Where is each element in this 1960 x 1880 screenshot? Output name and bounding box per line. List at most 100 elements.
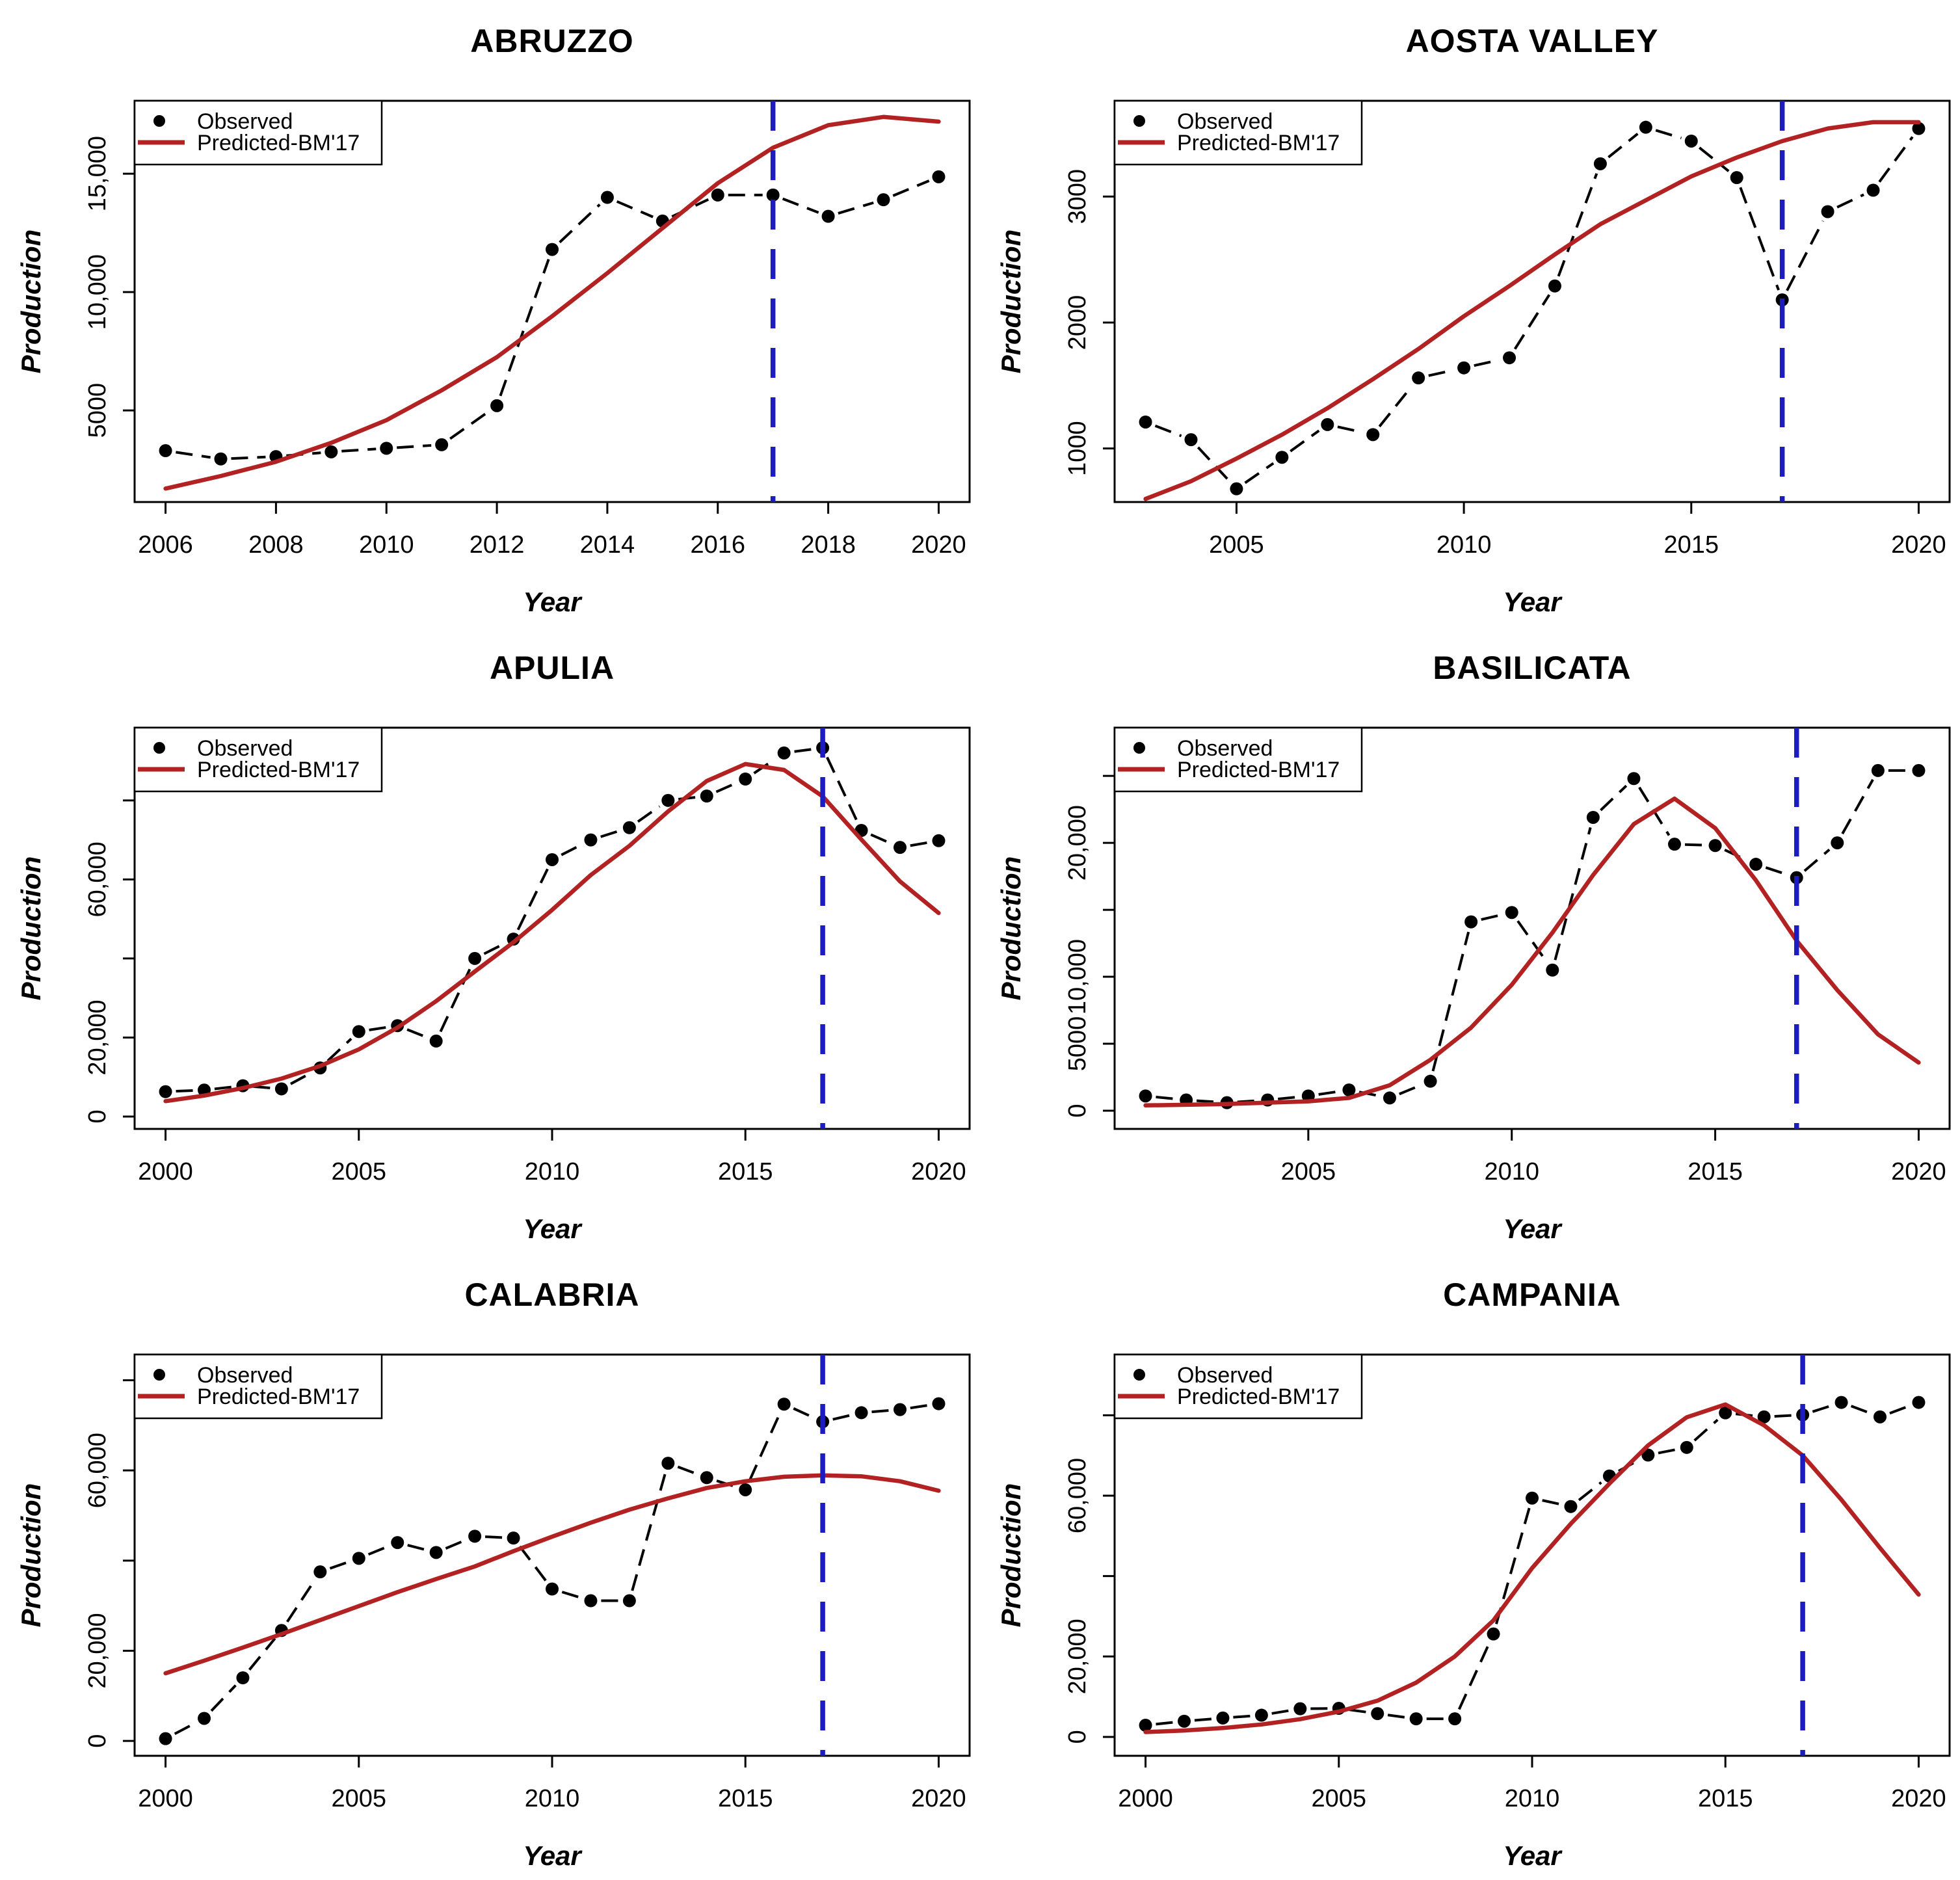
y-tick-label: 0 [1064, 1104, 1091, 1117]
observed-segment [637, 805, 661, 823]
observed-point [198, 1712, 211, 1725]
x-tick-label: 2010 [359, 531, 414, 559]
x-tick-label: 2010 [1505, 1785, 1560, 1812]
x-axis: 2000 2005 2010 2015 2020 [138, 1756, 966, 1812]
observed-segment [1244, 462, 1275, 484]
observed-segment [1156, 1721, 1174, 1726]
observed-point [468, 1529, 482, 1543]
observed-segment [1233, 1714, 1252, 1719]
observed-segment [516, 868, 549, 931]
x-tick-label: 2006 [138, 531, 193, 559]
y-axis-title: Production [16, 1483, 46, 1628]
observed-segment [892, 179, 930, 197]
y-tick-label: 10,000 [84, 254, 111, 330]
observed-point [1448, 1712, 1462, 1726]
legend-predicted-label: Predicted-BM'17 [197, 131, 360, 155]
observed-segment [910, 1403, 929, 1410]
observed-point [214, 452, 228, 466]
y-tick-label: 60,000 [84, 1433, 111, 1508]
legend-predicted-label: Predicted-BM'17 [197, 758, 360, 782]
observed-point [1184, 433, 1198, 447]
observed-segment [1812, 1404, 1832, 1413]
y-tick-label: 60,000 [1064, 1458, 1091, 1533]
observed-point [1548, 279, 1561, 293]
chart-cell-apulia: APULIA 2000 2005 2010 2015 2020 0 20,000 60,000… [0, 627, 980, 1254]
observed-segment [1481, 913, 1502, 921]
x-tick-label: 2016 [690, 531, 745, 559]
observed-point [932, 170, 946, 183]
x-tick-label: 2015 [718, 1785, 773, 1812]
legend-predicted-label: Predicted-BM'17 [1177, 1384, 1340, 1409]
observed-point [1139, 1089, 1152, 1103]
y-axis: 1000 2000 3000 [1064, 169, 1115, 476]
chart-title: BASILICATA [1433, 650, 1632, 686]
observed-point [877, 193, 890, 207]
observed-segment [1513, 294, 1551, 350]
observed-segment [1349, 1708, 1368, 1714]
observed-segment [1290, 429, 1320, 453]
y-tick-label: 10,000 [1064, 939, 1091, 1014]
x-tick-label: 2000 [138, 1158, 193, 1185]
y-axis: 5000 10,000 15,000 [84, 136, 135, 438]
observed-point [1139, 1719, 1152, 1732]
legend-observed-label: Observed [197, 736, 293, 761]
observed-point [1639, 120, 1652, 134]
x-tick-label: 2020 [911, 531, 966, 559]
observed-point [468, 951, 482, 965]
observed-segment [1655, 129, 1682, 140]
observed-point [1230, 482, 1243, 496]
observed-point [1371, 1707, 1384, 1721]
observed-point [1912, 1396, 1926, 1409]
y-tick-label: 20,000 [84, 1613, 111, 1688]
x-axis-title: Year [1503, 1213, 1563, 1244]
observed-point [1526, 1491, 1539, 1505]
x-tick-label: 2015 [718, 1158, 773, 1185]
observed-point [1366, 428, 1380, 442]
x-axis: 2006 2008 2010 2012 2014 2016 2018 2020 [138, 502, 966, 559]
observed-segment [1693, 1418, 1719, 1442]
chart-svg-calabria: 2000 2005 2010 2015 2020 0 20,000 60,000 Year Pro… [16, 1353, 971, 1871]
x-axis-title: Year [1503, 587, 1563, 617]
x-axis: 2000 2005 2010 2015 2020 [138, 1129, 966, 1185]
legend-observed-label: Observed [1177, 109, 1273, 134]
observed-point [435, 438, 449, 451]
chart-cell-basilicata: BASILICATA 2005 2010 2015 2020 0 5000 10,000 20… [980, 627, 1960, 1254]
observed-segment [518, 1545, 547, 1582]
legend-observed-label: Observed [1177, 736, 1273, 761]
observed-point [1564, 1500, 1578, 1513]
observed-segment [871, 1409, 890, 1414]
observed-point [324, 445, 338, 458]
observed-point [1487, 1627, 1500, 1641]
observed-point [1412, 371, 1425, 385]
observed-segment [1786, 220, 1825, 291]
observed-segment [499, 259, 550, 397]
legend-point-icon [153, 742, 165, 754]
observed-segment [1156, 1095, 1176, 1100]
observed-point [490, 399, 504, 412]
chart-cell-campania: CAMPANIA 2000 2005 2010 2015 2020 0 20,000 60,0… [980, 1254, 1960, 1880]
observed-segment [1194, 1717, 1213, 1722]
observed-segment [214, 1085, 233, 1091]
observed-point [1254, 1708, 1268, 1722]
chart-title: ABRUZZO [470, 23, 634, 59]
y-tick-label: 1000 [1064, 421, 1091, 476]
observed-point [932, 834, 946, 847]
x-tick-label: 2000 [138, 1785, 193, 1812]
observed-point [584, 833, 598, 847]
observed-point [1593, 157, 1607, 170]
legend-point-icon [153, 115, 165, 127]
legend-point-icon [1133, 1369, 1145, 1381]
legend-observed-label: Observed [1177, 1363, 1273, 1388]
chart-svg-apulia: 2000 2005 2010 2015 2020 0 20,000 60,000 Year Pro… [16, 726, 971, 1244]
observed-segment [1542, 1499, 1561, 1506]
observed-point [313, 1565, 327, 1579]
predicted-curve [163, 114, 941, 491]
legend-predicted-label: Predicted-BM'17 [1177, 131, 1340, 155]
predicted-curve [1143, 1402, 1921, 1734]
observed-segment [445, 1539, 466, 1550]
observed-point [1505, 906, 1518, 920]
legend-box [133, 1353, 383, 1420]
observed-segment [1557, 173, 1598, 277]
